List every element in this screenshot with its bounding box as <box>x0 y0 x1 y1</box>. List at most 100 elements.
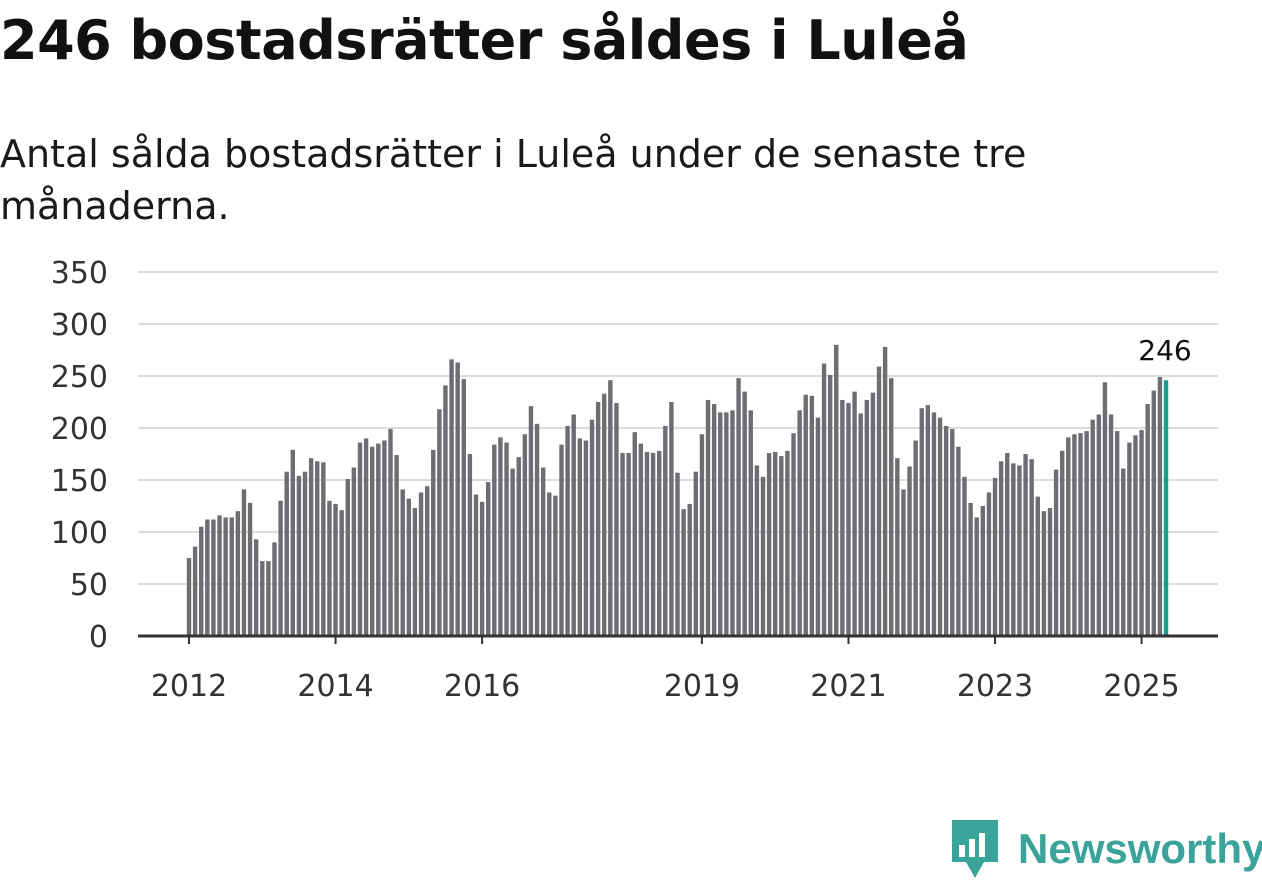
bar <box>852 391 857 636</box>
bar <box>1127 442 1132 636</box>
bar <box>547 492 552 636</box>
bar <box>528 406 534 636</box>
bar <box>1023 454 1028 636</box>
bar <box>809 395 815 636</box>
bar <box>467 454 473 636</box>
bar <box>205 519 210 636</box>
bar <box>986 492 992 636</box>
x-tick-label: 2025 <box>1103 669 1179 704</box>
bar <box>950 429 955 636</box>
bar <box>400 489 405 636</box>
bar <box>1005 452 1010 636</box>
bar <box>540 467 546 636</box>
y-tick-label: 200 <box>51 412 108 447</box>
bar <box>266 561 271 636</box>
bar <box>901 489 906 636</box>
bar <box>748 410 753 636</box>
bar <box>418 492 424 636</box>
bar <box>278 500 283 636</box>
bar <box>1060 450 1065 636</box>
bar <box>718 412 723 636</box>
bar <box>1017 465 1022 636</box>
bar <box>186 558 192 636</box>
bar <box>253 539 259 636</box>
bar <box>241 489 247 636</box>
bar <box>369 446 375 636</box>
bar <box>449 359 454 636</box>
bar <box>357 442 363 636</box>
bar <box>1114 431 1120 636</box>
bar <box>931 412 937 636</box>
bar <box>443 385 448 636</box>
bar <box>925 405 931 636</box>
bar <box>779 456 784 636</box>
bar-chart: 0 50 100 150 200 250 300 350 246 2012 2014 2016 2019… <box>51 256 1218 704</box>
bar <box>644 451 650 636</box>
bar <box>656 450 662 636</box>
brand-name: Newsworthy <box>1018 825 1262 872</box>
bar <box>302 471 308 636</box>
bar <box>937 417 943 636</box>
y-tick-label: 50 <box>70 568 108 603</box>
bar <box>199 526 204 636</box>
bar <box>1011 463 1016 636</box>
bar <box>889 378 894 636</box>
bar <box>974 517 979 636</box>
bar <box>461 379 466 636</box>
x-tick-label: 2021 <box>810 669 886 704</box>
bar <box>913 440 918 636</box>
bar <box>736 378 741 636</box>
bar <box>687 503 692 636</box>
bar <box>272 542 277 636</box>
x-tick-label: 2012 <box>151 669 227 704</box>
bar <box>1151 390 1156 636</box>
bar <box>1108 414 1114 636</box>
bar <box>321 462 326 636</box>
bar <box>406 498 412 636</box>
bar <box>669 402 674 636</box>
bar <box>742 391 747 636</box>
bar <box>394 455 399 636</box>
bar <box>1096 414 1102 636</box>
bar <box>882 346 888 636</box>
y-tick-label: 0 <box>89 620 108 655</box>
bar <box>705 399 711 636</box>
bar <box>773 451 778 636</box>
bar <box>1139 430 1144 636</box>
bar <box>1145 404 1150 636</box>
bar <box>589 419 595 636</box>
bar <box>846 403 851 636</box>
bar <box>260 561 265 636</box>
x-tick-label: 2016 <box>444 669 520 704</box>
bar <box>827 374 833 636</box>
bar <box>424 486 430 636</box>
bar <box>296 475 302 636</box>
bar <box>327 500 332 636</box>
chart-bubble-icon <box>952 820 998 878</box>
bar <box>510 468 515 636</box>
chart-subtitle: Antal sålda bostadsrätter i Luleå under … <box>0 132 1027 228</box>
bar <box>192 546 198 636</box>
bar <box>614 403 619 636</box>
bar <box>376 443 381 636</box>
bar <box>553 495 558 636</box>
bar <box>791 433 796 636</box>
y-tick-label: 250 <box>51 360 108 395</box>
bar <box>1133 435 1138 636</box>
bar <box>724 412 729 636</box>
bar <box>919 408 924 636</box>
bar <box>455 362 460 636</box>
bar <box>498 437 503 636</box>
bar <box>1084 431 1089 636</box>
bar <box>693 471 699 636</box>
bar-highlight <box>1163 380 1169 636</box>
bar <box>473 494 479 636</box>
bar <box>217 515 222 636</box>
bar <box>626 452 631 636</box>
bar <box>235 511 241 636</box>
bar <box>339 510 344 636</box>
y-tick-label: 150 <box>51 464 108 499</box>
bar <box>797 410 802 636</box>
bar <box>437 409 442 636</box>
bar <box>980 506 986 636</box>
